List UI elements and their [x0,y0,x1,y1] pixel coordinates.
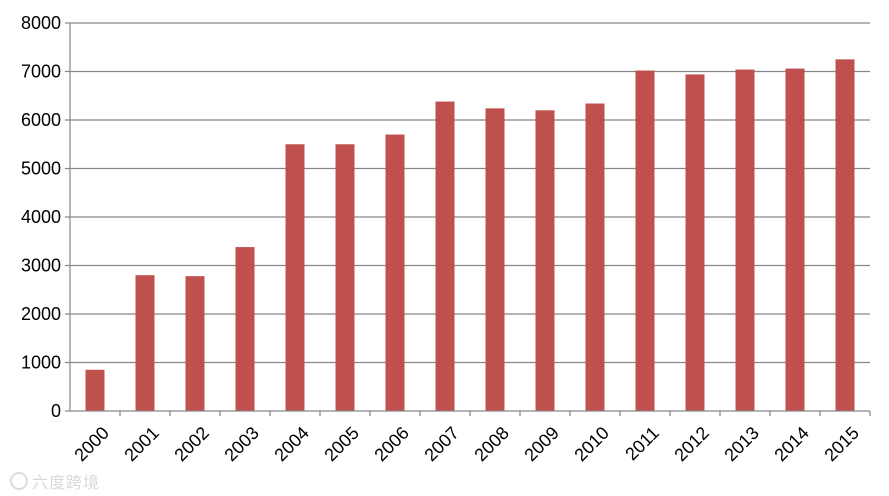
x-tick-label-2010: 2010 [570,423,612,465]
bar-2001 [135,275,155,411]
x-tick-label-2006: 2006 [370,423,412,465]
x-tick-label-2008: 2008 [470,423,512,465]
bar-2011 [635,70,655,411]
y-tick-label: 7000 [21,62,61,82]
x-tick-label-2014: 2014 [770,423,812,465]
x-tick-label-2015: 2015 [820,423,862,465]
bar-2010 [585,103,605,411]
bar-2003 [235,247,255,411]
x-tick-label-2004: 2004 [270,423,312,465]
y-tick-label: 5000 [21,159,61,179]
watermark-text: 六度跨境 [32,473,101,492]
x-tick-label-2003: 2003 [220,423,262,465]
bar-2012 [685,74,705,411]
bar-2014 [785,68,805,411]
watermark-logo-icon [10,472,28,490]
bar-2000 [85,369,105,411]
y-tick-label: 1000 [21,353,61,373]
y-tick-label: 6000 [21,110,61,130]
bar-2005 [335,144,355,411]
bar-2006 [385,134,405,412]
bar-2015 [835,59,855,411]
x-tick-label-2007: 2007 [420,423,462,465]
x-tick-label-2001: 2001 [120,423,162,465]
y-tick-label: 3000 [21,256,61,276]
bars [85,59,855,412]
y-tick-label: 4000 [21,207,61,227]
bar-2004 [285,144,305,411]
x-tick-label-2002: 2002 [170,423,212,465]
bar-2008 [485,108,505,412]
bar-2002 [185,276,205,411]
axes [65,22,871,416]
bar-2009 [535,110,555,412]
bar-2013 [735,69,755,411]
x-tick-label-2012: 2012 [670,423,712,465]
bar-2007 [435,101,455,411]
y-tick-label: 8000 [21,13,61,33]
x-tick-label-2013: 2013 [720,423,762,465]
y-tick-label: 2000 [21,304,61,324]
x-tick-labels: 2000 2001 2002 2003 2004 2005 2006 2007 2008 2009… [70,423,862,465]
watermark: 六度跨境 [10,469,100,493]
x-tick-label-2009: 2009 [520,423,562,465]
x-tick-label-2000: 2000 [70,423,112,465]
y-tick-labels: 0 1000 2000 3000 4000 5000 6000 7000 8000 [21,13,61,421]
y-tick-label: 0 [51,401,61,421]
x-tick-label-2005: 2005 [320,423,362,465]
x-tick-label-2011: 2011 [621,423,663,465]
